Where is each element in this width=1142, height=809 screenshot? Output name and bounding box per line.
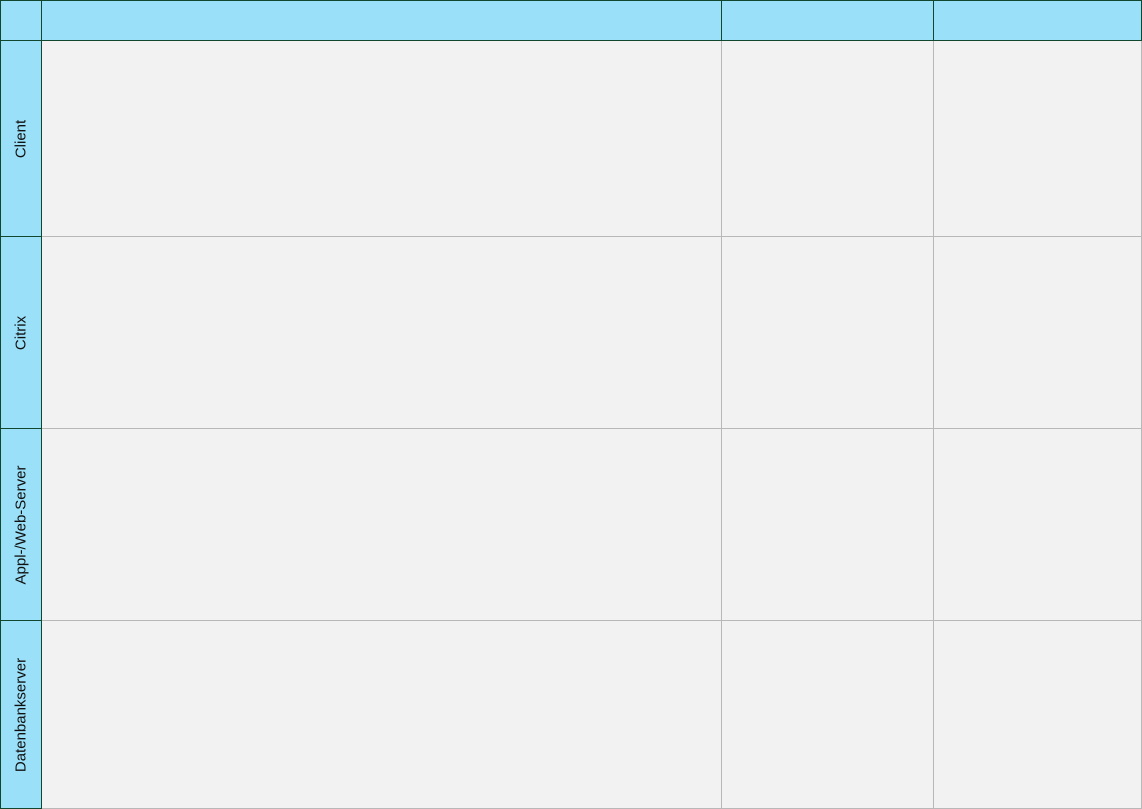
- lane-cell: [42, 429, 722, 621]
- lane-label: Datenbankserver: [12, 657, 30, 772]
- lane-label: Appl-/Web-Server: [12, 465, 30, 584]
- corner-header: [0, 0, 42, 41]
- lane-label: Client: [12, 119, 30, 158]
- lane-cell: [42, 41, 722, 237]
- lane-cell: [934, 429, 1142, 621]
- lane-label: Citrix: [12, 315, 30, 350]
- column-header-1: [41, 0, 722, 41]
- lane-header-app-web-server: Appl-/Web-Server: [0, 428, 42, 621]
- lane-cell: [42, 621, 722, 809]
- lane-cell: [934, 41, 1142, 237]
- column-header-3: [933, 0, 1142, 41]
- lane-cell: [934, 621, 1142, 809]
- lane-cell: [934, 237, 1142, 429]
- lane-cell: [722, 621, 934, 809]
- lane-cell: [722, 41, 934, 237]
- lane-header-database-server: Datenbankserver: [0, 620, 42, 809]
- lane-cell: [722, 237, 934, 429]
- lane-cell: [42, 237, 722, 429]
- column-header-2: [721, 0, 934, 41]
- lane-header-citrix: Citrix: [0, 236, 42, 429]
- lane-header-client: Client: [0, 40, 42, 237]
- lane-cell: [722, 429, 934, 621]
